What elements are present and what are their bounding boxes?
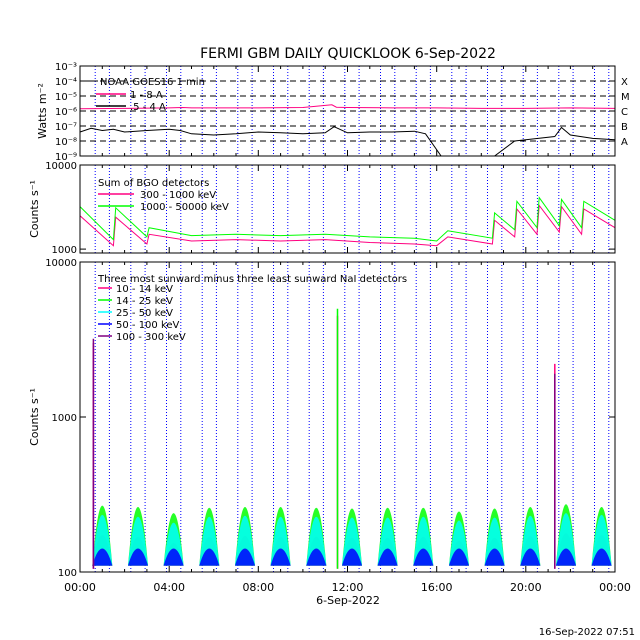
orbit-pass-11-band-5	[449, 548, 469, 566]
orbit-pass-7-band-5	[306, 548, 327, 566]
orbit-pass-3-band-5	[163, 548, 184, 566]
bgo-y-tick-label: 1000	[52, 245, 77, 256]
x-axis-label: 6-Sep-2022	[316, 594, 380, 607]
nai-legend-title: Three most sunward minus three least sun…	[97, 274, 407, 285]
bgo-legend: Sum of BGO detectors 300 - 1000 keV 1000…	[98, 178, 229, 213]
goes-y-tick-label: 10⁻⁴	[55, 77, 77, 88]
nai-legend-label-2: 14 - 25 keV	[116, 296, 173, 307]
orbit-pass-10-band-5	[413, 548, 434, 566]
x-tick-label: 20:00	[510, 581, 542, 594]
bgo-series-1	[79, 204, 616, 247]
nai-legend-label-3: 25 - 50 keV	[116, 308, 173, 319]
goes-y-tick-label: 10⁻⁹	[55, 152, 77, 163]
plot-data	[79, 80, 616, 569]
flare-class-label-x: X	[621, 77, 628, 88]
orbit-pass-9-band-5	[377, 548, 398, 566]
x-tick-label: 04:00	[153, 581, 185, 594]
flare-class-label-m: M	[621, 92, 630, 103]
axes: XMCBA10⁻³10⁻⁴10⁻⁵10⁻⁶10⁻⁷10⁻⁸10⁻⁹1000010…	[45, 62, 631, 594]
orbit-pass-6-band-5	[270, 548, 291, 566]
orbit-pass-1-band-5	[92, 548, 113, 566]
goes-series-2	[79, 126, 616, 157]
goes-y-tick-label: 10⁻⁸	[55, 137, 77, 148]
nai-legend-label-4: 50 - 100 keV	[116, 320, 180, 331]
goes-y-tick-label: 10⁻⁷	[55, 122, 77, 133]
flare-class-label-c: C	[621, 107, 628, 118]
figure-title: FERMI GBM DAILY QUICKLOOK 6-Sep-2022	[200, 46, 496, 62]
nai-legend: Three most sunward minus three least sun…	[97, 274, 407, 343]
flare-class-label-b: B	[621, 122, 628, 133]
bgo-legend-label-2: 1000 - 50000 keV	[140, 202, 229, 213]
nai-legend-label-1: 10 - 14 keV	[116, 284, 173, 295]
footer-timestamp: 16-Sep-2022 07:51	[539, 627, 635, 638]
goes-y-tick-label: 10⁻⁵	[55, 92, 77, 103]
orbit-pass-4-band-5	[199, 548, 220, 566]
orbit-pass-14-band-5	[556, 548, 576, 566]
goes-y-tick-label: 10⁻⁶	[55, 107, 77, 118]
x-tick-label: 08:00	[242, 581, 274, 594]
orbit-boundary-lines	[94, 66, 610, 572]
goes-legend-label-2: .5 - 4 A	[130, 102, 166, 113]
orbit-pass-12-band-5	[484, 548, 505, 566]
bgo-legend-title: Sum of BGO detectors	[98, 178, 209, 189]
nai-y-tick-label: 10000	[45, 258, 77, 269]
bgo-series-2	[79, 196, 616, 242]
flare-class-label-a: A	[621, 137, 628, 148]
bgo-ylabel: Counts s⁻¹	[28, 180, 41, 238]
x-tick-label: 12:00	[332, 581, 364, 594]
nai-ylabel: Counts s⁻¹	[28, 388, 41, 446]
goes-legend: NOAA GOES16 1 min 1 - 8 A .5 - 4 A	[86, 77, 205, 113]
orbit-pass-2-band-5	[128, 548, 148, 566]
orbit-pass-8-band-5	[342, 548, 362, 566]
nai-y-tick-label: 1000	[52, 413, 77, 424]
nai-y-tick-label: 100	[58, 568, 77, 579]
goes-series-1	[79, 104, 616, 110]
orbit-pass-5-band-5	[235, 548, 255, 566]
bgo-legend-label-1: 300 - 1000 keV	[140, 190, 216, 201]
orbit-pass-15-band-5	[591, 548, 612, 566]
goes-legend-title: NOAA GOES16 1 min	[100, 77, 205, 88]
x-tick-label: 00:00	[64, 581, 96, 594]
x-tick-label: 00:00	[599, 581, 631, 594]
goes-ylabel: Watts m⁻²	[36, 83, 49, 139]
x-tick-label: 16:00	[421, 581, 453, 594]
goes-legend-label-1: 1 - 8 A	[130, 90, 163, 101]
bgo-y-tick-label: 10000	[45, 161, 77, 172]
goes-y-tick-label: 10⁻³	[55, 62, 77, 73]
orbit-pass-14-band-4	[556, 513, 576, 566]
nai-legend-label-5: 100 - 300 keV	[116, 332, 186, 343]
orbit-pass-13-band-5	[520, 548, 541, 566]
